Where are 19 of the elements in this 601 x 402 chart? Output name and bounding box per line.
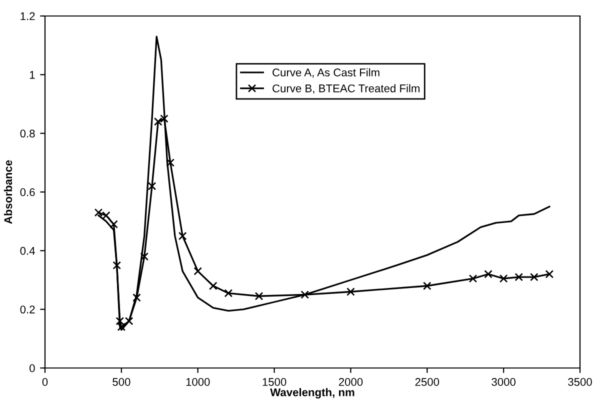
y-tick-label: 0.4 bbox=[20, 246, 35, 255]
x-tick-label: 2000 bbox=[338, 378, 363, 386]
x-tick-label: 3000 bbox=[492, 378, 516, 386]
legend-label: Curve A, As Cast Film bbox=[272, 68, 380, 78]
x-tick-label: 3500 bbox=[568, 378, 592, 386]
x-tick-label: 2500 bbox=[415, 378, 440, 386]
y-tick-label: 1 bbox=[30, 71, 35, 79]
y-axis-title: Absorbance bbox=[4, 160, 12, 224]
y-tick-label: 1.2 bbox=[20, 12, 35, 20]
legend-label: Curve B, BTEAC Treated Film bbox=[272, 84, 420, 94]
y-tick-label: 0.8 bbox=[20, 130, 35, 138]
x-tick-label: 1500 bbox=[262, 378, 286, 386]
x-tick-label: 0 bbox=[42, 378, 48, 386]
x-tick-label: 1000 bbox=[186, 378, 210, 386]
x-tick-label: 500 bbox=[112, 378, 130, 386]
x-axis-title: Wavelength, nm bbox=[270, 388, 354, 398]
y-tick-label: 0 bbox=[30, 364, 35, 372]
y-tick-label: 0.2 bbox=[20, 306, 35, 314]
y-tick-label: 0.6 bbox=[20, 188, 35, 196]
